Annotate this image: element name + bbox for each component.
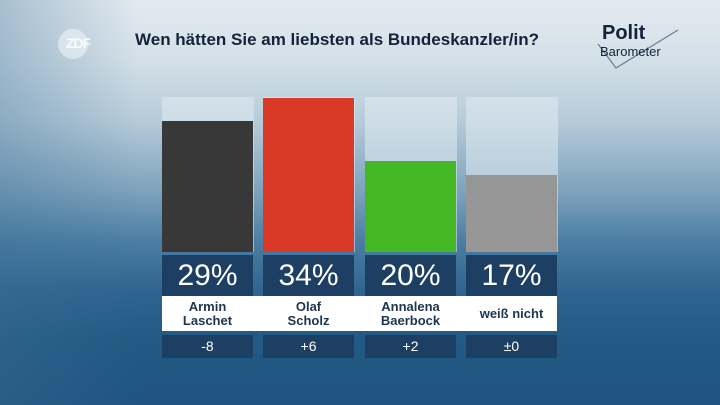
category-label: weiß nicht <box>479 305 544 321</box>
chart-title: Wen hätten Sie am liebsten als Bundeskan… <box>135 30 540 49</box>
bar <box>365 161 456 252</box>
zdf-logo-text: ZDF <box>66 35 91 51</box>
change-label: ±0 <box>466 335 557 358</box>
category-label: Armin Laschet <box>182 298 233 328</box>
checkmark-icon <box>597 29 679 69</box>
change-label: +2 <box>365 335 456 358</box>
category-label: Annalena Baerbock <box>380 298 441 328</box>
value-label: 34% <box>263 255 354 296</box>
value-label: 29% <box>162 255 253 296</box>
change-label: +6 <box>263 335 354 358</box>
bar <box>162 120 253 252</box>
bar <box>263 98 354 252</box>
names-band <box>162 296 557 331</box>
background-shade <box>0 0 140 405</box>
value-label: 20% <box>365 255 456 296</box>
value-label: 17% <box>466 255 557 296</box>
brand-polit: Polit <box>602 22 646 44</box>
change-label: -8 <box>162 335 253 358</box>
politbarometer-logo: Polit Barometer <box>596 22 686 72</box>
category-label: Olaf Scholz <box>287 298 330 328</box>
brand-barometer: Barometer <box>600 44 661 59</box>
zdf-logo-circle <box>58 29 88 59</box>
bar <box>466 175 557 252</box>
